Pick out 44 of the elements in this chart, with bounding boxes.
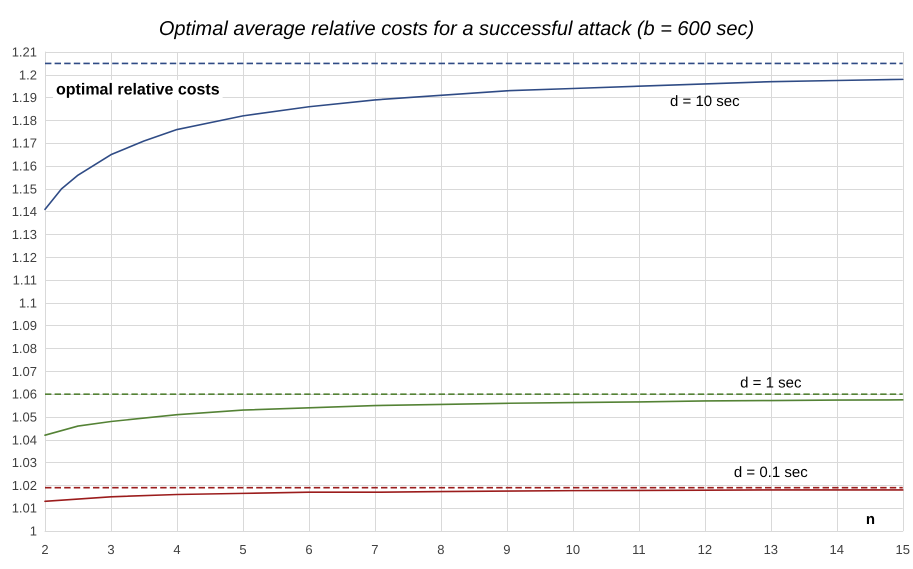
x-tick-label: 2 <box>41 542 49 557</box>
series-label: d = 10 sec <box>670 92 740 110</box>
x-tick-label: 5 <box>239 542 247 557</box>
y-tick-label: 1.12 <box>12 250 37 265</box>
y-tick-label: 1.02 <box>12 478 37 493</box>
y-tick-label: 1.06 <box>12 386 37 402</box>
y-tick-label: 1.19 <box>12 90 37 106</box>
y-tick-label: 1.07 <box>12 364 37 379</box>
y-tick-label: 1.01 <box>12 500 37 516</box>
y-tick-label: 1.15 <box>12 181 37 196</box>
x-tick-label: 15 <box>896 542 910 557</box>
y-tick-label: 1 <box>30 524 37 538</box>
y-tick-label: 1.11 <box>12 272 37 288</box>
x-axis-title: n <box>866 511 876 528</box>
series-label: d = 1 sec <box>740 374 802 392</box>
y-tick-label: 1.2 <box>18 67 37 82</box>
y-tick-label: 1.04 <box>12 432 37 448</box>
y-tick-label: 1.21 <box>12 44 37 60</box>
x-tick-label: 4 <box>173 542 181 557</box>
x-tick-label: 6 <box>305 542 313 557</box>
y-tick-label: 1.18 <box>12 112 37 128</box>
x-tick-label: 12 <box>698 542 712 557</box>
series-label: d = 0.1 sec <box>734 464 808 481</box>
x-tick-label: 14 <box>830 542 844 557</box>
y-tick-label: 1.14 <box>12 204 37 220</box>
y-tick-label: 1.17 <box>12 136 37 151</box>
line-series <box>44 78 904 210</box>
chart-title: Optimal average relative costs for a successful attack (b = 600 sec) <box>158 18 754 40</box>
y-tick-label: 1.16 <box>12 158 37 174</box>
y-tick-label: 1.05 <box>12 409 37 424</box>
line-series <box>44 399 904 436</box>
y-tick-label: 1.13 <box>12 226 37 242</box>
y-axis-title: optimal relative costs <box>56 82 220 98</box>
y-tick-label: 1.09 <box>12 318 37 334</box>
x-tick-label: 7 <box>371 542 379 557</box>
x-tick-label: 9 <box>503 542 510 557</box>
x-tick-label: 13 <box>764 542 778 557</box>
y-tick-label: 1.03 <box>12 455 37 470</box>
y-tick-label: 1.08 <box>12 341 37 356</box>
x-tick-label: 11 <box>632 542 646 557</box>
x-tick-label: 10 <box>566 542 580 557</box>
x-tick-label: 8 <box>437 542 445 557</box>
y-tick-label: 1.1 <box>18 295 37 310</box>
x-tick-label: 3 <box>107 542 115 557</box>
